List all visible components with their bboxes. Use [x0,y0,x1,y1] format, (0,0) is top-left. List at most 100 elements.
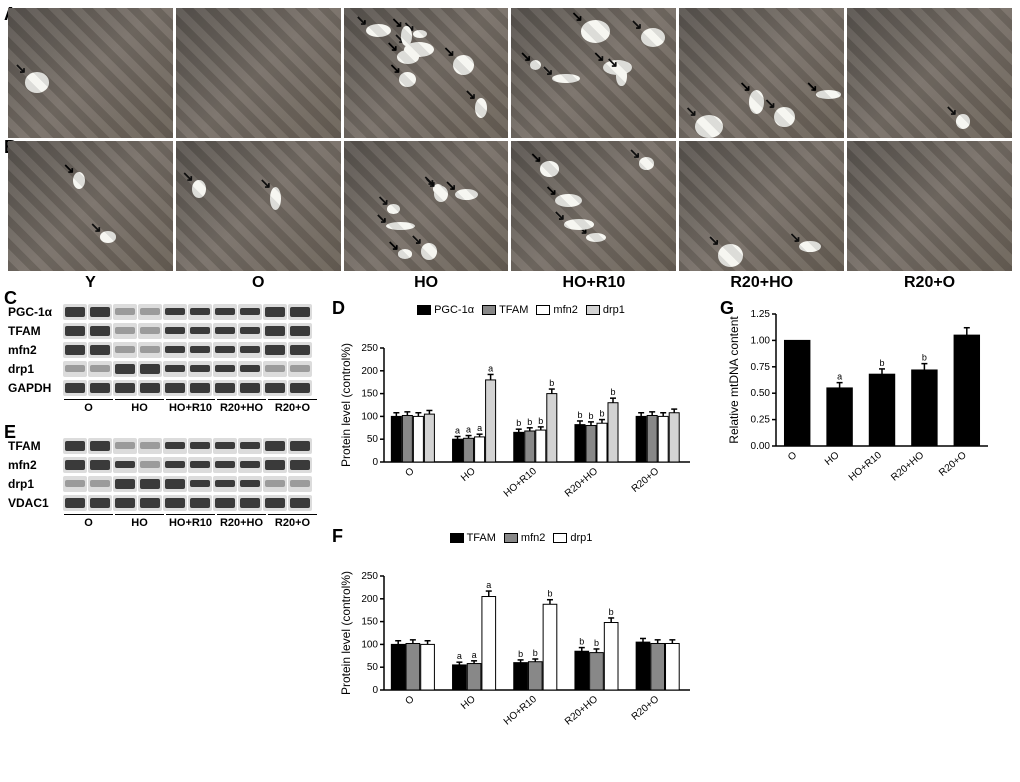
panel-g: G 0.000.250.500.751.001.25Relative mtDNA… [724,304,1004,494]
band [63,323,87,339]
band [238,304,262,320]
bar [586,426,596,462]
bar [402,415,412,462]
blot-row-PGC-1α: PGC-1α [8,304,318,320]
micrograph-rowB-O: ↘↘ [176,141,341,271]
condition-label-Y: Y [8,274,173,292]
band [263,438,287,454]
band [113,380,137,396]
blot-group-label: HO+R10 [166,399,215,414]
bar [413,416,423,462]
band [238,342,262,358]
bar [391,644,405,690]
band [88,495,112,511]
band [188,342,212,358]
panel-label-f: F [332,526,343,547]
band [63,495,87,511]
bar [391,416,401,462]
condition-label-O: O [176,274,341,292]
band [113,361,137,377]
svg-text:b: b [516,418,521,428]
panel-d: D PGC-1αTFAMmfn2drp1050100150200250Prote… [336,304,706,510]
band [88,476,112,492]
chart-svg: 050100150200250Protein level (control%)O… [336,320,696,510]
svg-text:a: a [472,650,477,660]
micrograph-rowA-R20+HO: ↘↘↘↘ [679,8,844,138]
band [213,380,237,396]
band [63,304,87,320]
band [138,342,162,358]
svg-text:b: b [610,387,615,397]
band [288,304,312,320]
band [63,380,87,396]
bar [597,423,607,462]
chart-svg: 050100150200250Protein level (control%)O… [336,548,696,738]
band [163,495,187,511]
svg-text:b: b [594,638,599,648]
blot-row-mfn2: mfn2 [8,342,318,358]
band [113,495,137,511]
micrograph-rowA-Y: ↘ [8,8,173,138]
panel-e: E TFAMmfn2drp1VDAC1 OHOHO+R10R20+HOR20+O [8,438,318,529]
svg-text:a: a [486,580,491,590]
blot-column: C PGC-1αTFAMmfn2drp1GAPDH OHOHO+R10R20+H… [8,304,318,738]
condition-label-HO+R10: HO+R10 [511,274,676,292]
band [88,323,112,339]
svg-text:Protein level (control%): Protein level (control%) [339,571,353,695]
svg-text:b: b [533,648,538,658]
band [63,342,87,358]
bar [528,662,542,690]
svg-text:150: 150 [361,389,378,400]
band [63,438,87,454]
svg-text:Relative mtDNA content: Relative mtDNA content [727,316,741,444]
band [238,438,262,454]
bar [464,438,474,462]
band [163,438,187,454]
band [288,476,312,492]
svg-text:HO+R10: HO+R10 [502,466,539,500]
bar [543,604,557,690]
band [288,342,312,358]
band [213,457,237,473]
blot-group-label: HO [115,514,164,529]
charts-middle: D PGC-1αTFAMmfn2drp1050100150200250Prote… [336,304,706,738]
band [238,361,262,377]
band [163,304,187,320]
svg-text:O: O [786,450,799,464]
band [113,323,137,339]
svg-text:a: a [488,363,493,373]
band [188,438,212,454]
panel-g-wrap: G 0.000.250.500.751.001.25Relative mtDNA… [724,304,1004,738]
bar [475,437,485,462]
bar [547,394,557,462]
blot-group-label: HO+R10 [166,514,215,529]
bar [590,653,604,690]
band [138,361,162,377]
band [263,380,287,396]
band [113,457,137,473]
svg-text:HO+R10: HO+R10 [502,694,539,728]
svg-text:HO: HO [459,694,478,712]
legend-item: TFAM [450,532,496,544]
band [163,342,187,358]
band [213,342,237,358]
band [213,438,237,454]
svg-text:b: b [588,411,593,421]
svg-text:R20+HO: R20+HO [889,450,926,484]
band [263,457,287,473]
blot-row-drp1: drp1 [8,476,318,492]
band [138,457,162,473]
bar [575,651,589,690]
svg-text:150: 150 [361,617,378,628]
blot-row-TFAM: TFAM [8,323,318,339]
panel-a-row: A ↘↘↘↘↘↘↘↘↘↘↘↘↘↘↘↘↘↘↘↘ [8,8,1012,138]
band [263,476,287,492]
bar [658,416,668,462]
bar [869,374,894,446]
band [188,476,212,492]
svg-text:b: b [609,607,614,617]
bar [669,413,679,462]
blot-label: mfn2 [8,343,63,357]
band [288,438,312,454]
panel-label-e: E [4,422,16,443]
